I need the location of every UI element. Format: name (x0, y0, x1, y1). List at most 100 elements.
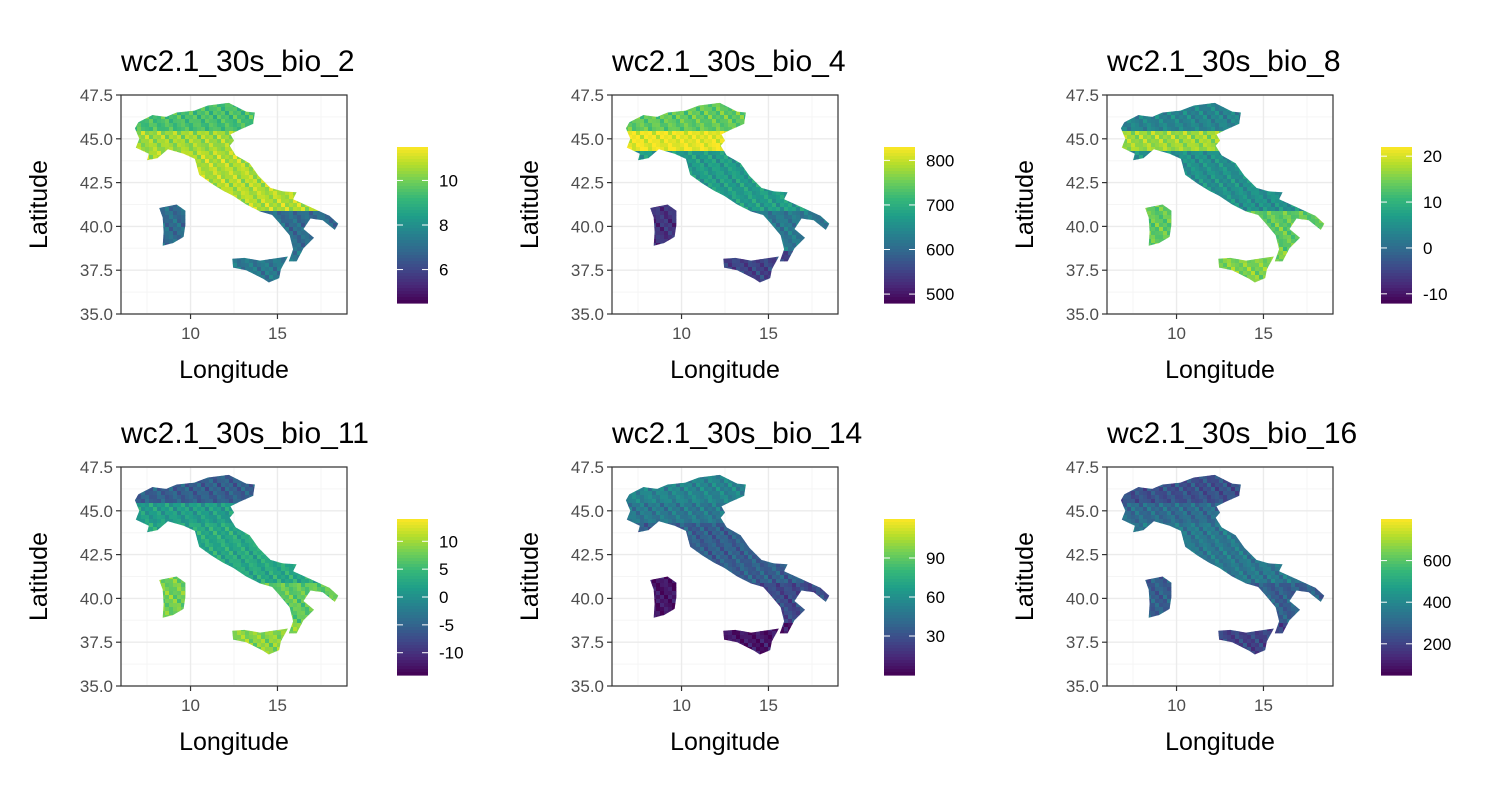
raster-cell (269, 279, 274, 283)
raster-cell (213, 127, 218, 132)
raster-cell (720, 107, 725, 112)
raster-cell (668, 139, 673, 144)
raster-cell (277, 211, 282, 216)
raster-cell (261, 191, 266, 196)
raster-cell (712, 159, 717, 164)
raster-cell (688, 151, 693, 156)
raster-cell (688, 155, 693, 160)
raster-cell (780, 203, 785, 208)
raster-cell (668, 135, 673, 140)
raster-cell (672, 211, 677, 216)
raster-cell (716, 131, 721, 136)
legend-color-step (397, 273, 428, 277)
raster-cell (724, 159, 729, 164)
raster-cell (716, 155, 721, 160)
raster-cell (297, 215, 302, 220)
raster-cell (249, 267, 254, 272)
raster-cell (644, 147, 649, 152)
raster-cell (740, 175, 745, 180)
raster-cell (293, 199, 298, 204)
raster-cell (205, 139, 210, 144)
raster-cell (700, 175, 705, 180)
raster-cell (265, 199, 270, 204)
raster-cell (261, 267, 266, 272)
raster-cell (217, 135, 222, 140)
raster-cell (788, 239, 793, 244)
raster-cell (776, 219, 781, 224)
raster-cell (720, 167, 725, 172)
raster-cell (301, 211, 306, 216)
raster-cell (652, 115, 657, 120)
raster-cell (768, 203, 773, 208)
raster-cell (217, 115, 222, 120)
raster-cell (664, 119, 669, 124)
raster-cell (217, 175, 222, 180)
raster-cell (676, 119, 681, 124)
raster-cell (732, 163, 737, 168)
raster-cell (185, 139, 190, 144)
raster-cell (225, 143, 230, 148)
raster-cell (716, 139, 721, 144)
raster-cell (173, 147, 178, 152)
raster-cell (636, 147, 641, 152)
raster-cell (213, 167, 218, 172)
raster-cell (628, 127, 633, 132)
raster-cell (748, 199, 753, 204)
raster-cell (233, 167, 238, 172)
raster-cell (265, 263, 270, 268)
raster-cell (740, 183, 745, 188)
legend-color-step (397, 201, 428, 205)
raster-cell (752, 183, 757, 188)
raster-cell (217, 183, 222, 188)
raster-cell (664, 135, 669, 140)
raster-cell (301, 223, 306, 228)
raster-cell (149, 115, 154, 120)
raster-cell (724, 127, 729, 132)
raster-cell (197, 159, 202, 164)
raster-cell (708, 155, 713, 160)
raster-cell (149, 155, 154, 160)
raster-cell (640, 123, 645, 128)
raster-cell (808, 215, 813, 220)
raster-cell (652, 151, 657, 156)
raster-cell (632, 139, 637, 144)
raster-cell (680, 115, 685, 120)
raster-cell (704, 103, 709, 108)
raster-cell (684, 151, 689, 156)
raster-cell (265, 267, 270, 272)
raster-cell (285, 199, 290, 204)
raster-cell (660, 223, 665, 228)
raster-cell (221, 183, 226, 188)
raster-cell (149, 151, 154, 156)
raster-cell (197, 147, 202, 152)
raster-cell (225, 119, 230, 124)
raster-cell (764, 203, 769, 208)
raster-cell (153, 139, 158, 144)
raster-cell (648, 147, 653, 152)
raster-cell (788, 247, 793, 252)
raster-cell (301, 239, 306, 244)
raster-cell (704, 123, 709, 128)
raster-cell (297, 211, 302, 216)
raster-cell (257, 183, 262, 188)
raster-cell (636, 135, 641, 140)
raster-cell (161, 239, 166, 244)
raster-cell (704, 115, 709, 120)
raster-cell (724, 119, 729, 124)
raster-cell (145, 131, 150, 136)
raster-cell (197, 171, 202, 176)
raster-cell (736, 115, 741, 120)
raster-cell (165, 119, 170, 124)
raster-cell (205, 119, 210, 124)
raster-cell (225, 147, 230, 152)
raster-cell (201, 119, 206, 124)
raster-cell (253, 259, 258, 264)
raster-cell (221, 107, 226, 112)
raster-cell (209, 131, 214, 136)
raster-cell (285, 227, 290, 232)
raster-cell (692, 127, 697, 132)
raster-cell (716, 183, 721, 188)
raster-cell (680, 147, 685, 152)
raster-cell (748, 263, 753, 268)
raster-cell (225, 123, 230, 128)
